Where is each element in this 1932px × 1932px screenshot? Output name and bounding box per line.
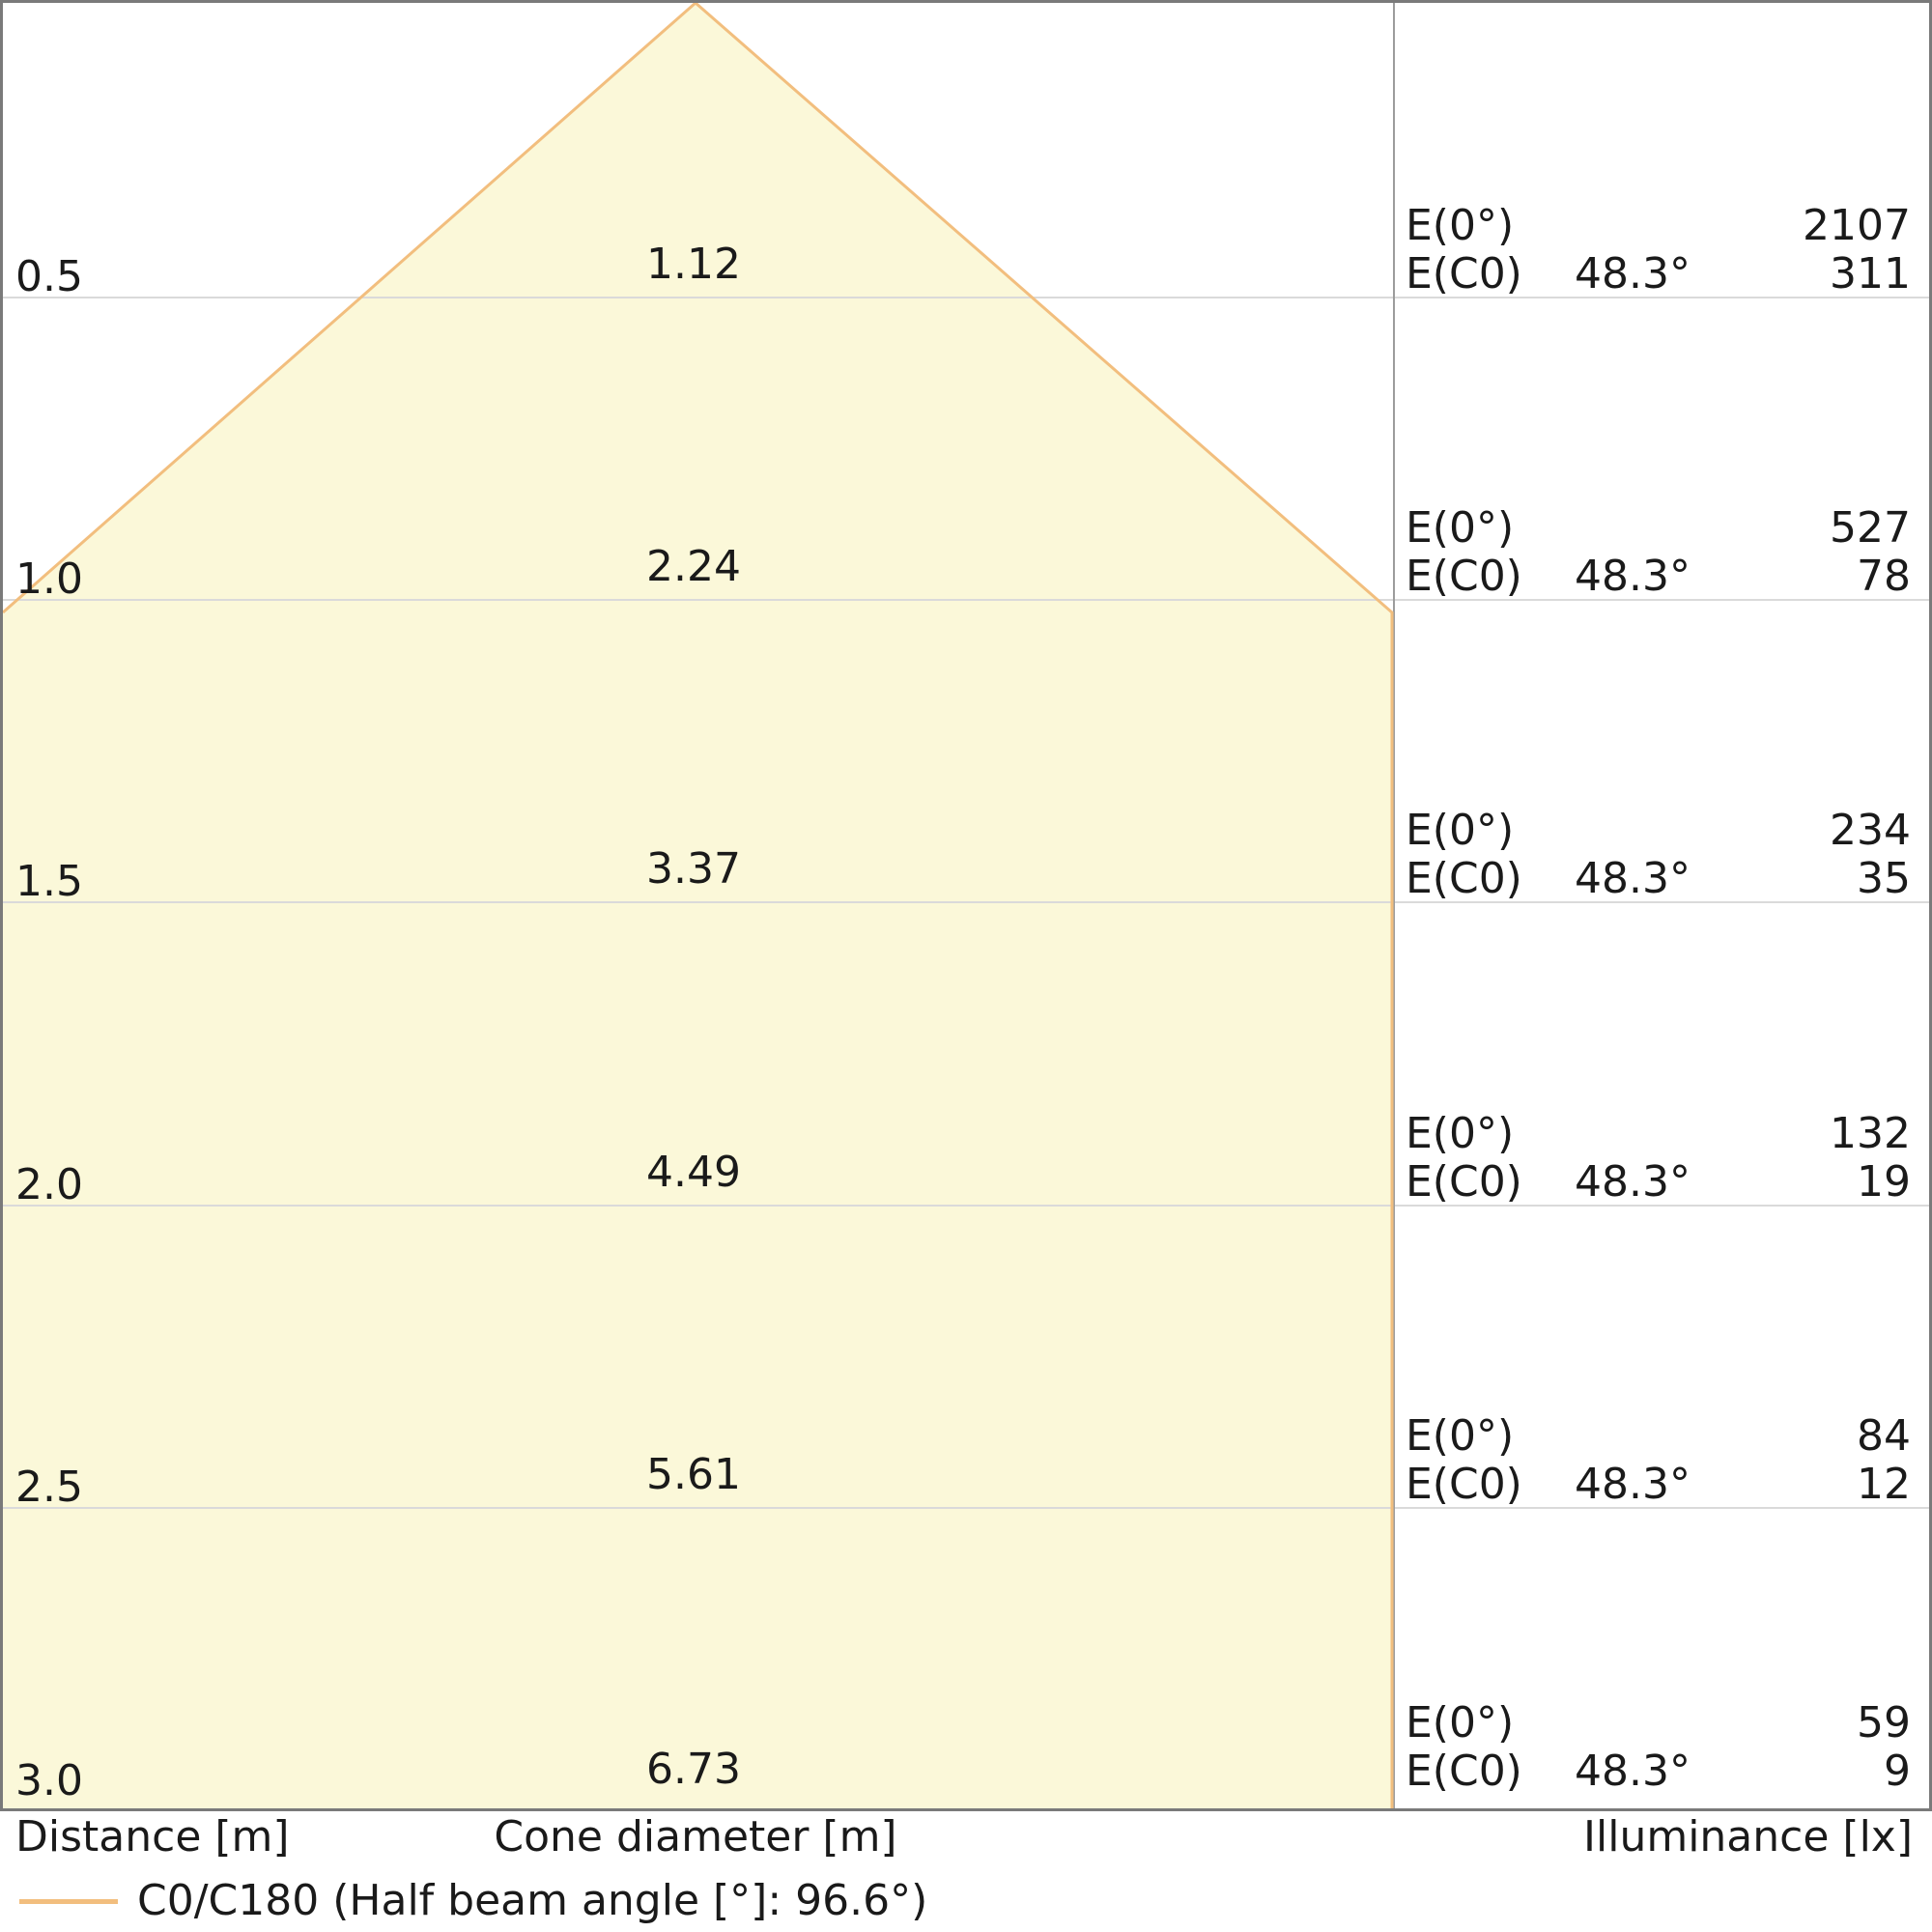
e0-value: 2107 (1803, 201, 1911, 250)
distance-label-3.0: 3.0 (15, 1756, 83, 1805)
illuminance-cell-1.5: E(0°) 234 E(C0) 48.3° 35 (1406, 807, 1911, 903)
e0-label: E(0°) (1406, 503, 1515, 553)
cone-diameter-axis-label: Cone diameter [m] (494, 1812, 897, 1861)
light-cone-fill (3, 3, 1392, 1808)
e0-angle-spacer (1550, 1110, 1715, 1158)
ec0-angle: 48.3° (1575, 854, 1690, 903)
distance-axis-label: Distance [m] (15, 1812, 290, 1861)
ec0-angle: 48.3° (1575, 249, 1690, 298)
ec0-value: 311 (1830, 249, 1911, 298)
cone-diameter-3.0: 6.73 (646, 1745, 741, 1794)
distance-label-2.5: 2.5 (15, 1463, 83, 1512)
ec0-label: E(C0) (1406, 1747, 1522, 1796)
e0-value: 59 (1857, 1698, 1911, 1747)
distance-gridlines (3, 297, 1929, 1509)
cone-diameter-1.5: 3.37 (646, 844, 741, 894)
ec0-value: 78 (1857, 552, 1911, 601)
cone-chart-canvas (3, 3, 1929, 1808)
cone-chart-area (0, 0, 1932, 1811)
ec0-angle: 48.3° (1575, 552, 1690, 601)
distance-label-2.0: 2.0 (15, 1160, 83, 1209)
ec0-angle: 48.3° (1575, 1460, 1690, 1509)
ec0-value: 12 (1857, 1460, 1911, 1509)
legend-line-swatch (19, 1899, 118, 1904)
cone-diameter-1.0: 2.24 (646, 542, 741, 591)
light-cone-outline (3, 3, 1394, 1808)
e0-label: E(0°) (1406, 201, 1515, 250)
ec0-label: E(C0) (1406, 249, 1522, 298)
e0-value: 527 (1830, 503, 1911, 553)
e0-value: 234 (1830, 806, 1911, 855)
distance-label-0.5: 0.5 (15, 252, 83, 301)
e0-angle-spacer (1550, 1412, 1715, 1461)
e0-angle-spacer (1550, 202, 1715, 250)
distance-label-1.5: 1.5 (15, 857, 83, 906)
ec0-angle: 48.3° (1575, 1157, 1690, 1207)
ec0-label: E(C0) (1406, 854, 1522, 903)
e0-label: E(0°) (1406, 1411, 1515, 1461)
ec0-value: 9 (1884, 1747, 1911, 1796)
illuminance-cell-0.5: E(0°) 2107 E(C0) 48.3° 311 (1406, 202, 1911, 298)
cone-diameter-0.5: 1.12 (646, 240, 741, 289)
illuminance-cell-2.0: E(0°) 132 E(C0) 48.3° 19 (1406, 1110, 1911, 1207)
e0-angle-spacer (1550, 807, 1715, 855)
ec0-label: E(C0) (1406, 1460, 1522, 1509)
illuminance-cell-2.5: E(0°) 84 E(C0) 48.3° 12 (1406, 1412, 1911, 1509)
illuminance-cell-3.0: E(0°) 59 E(C0) 48.3° 9 (1406, 1699, 1911, 1796)
illuminance-axis-label: Illuminance [lx] (1583, 1812, 1913, 1861)
illuminance-cell-1.0: E(0°) 527 E(C0) 48.3° 78 (1406, 504, 1911, 601)
cone-diameter-2.0: 4.49 (646, 1148, 741, 1197)
e0-label: E(0°) (1406, 1109, 1515, 1158)
e0-angle-spacer (1550, 504, 1715, 553)
e0-value: 84 (1857, 1411, 1911, 1461)
ec0-value: 19 (1857, 1157, 1911, 1207)
e0-label: E(0°) (1406, 1698, 1515, 1747)
e0-label: E(0°) (1406, 806, 1515, 855)
ec0-label: E(C0) (1406, 1157, 1522, 1207)
ec0-label: E(C0) (1406, 552, 1522, 601)
e0-value: 132 (1830, 1109, 1911, 1158)
cone-diameter-2.5: 5.61 (646, 1450, 741, 1499)
ec0-value: 35 (1857, 854, 1911, 903)
ec0-angle: 48.3° (1575, 1747, 1690, 1796)
legend-label: C0/C180 (Half beam angle [°]: 96.6°) (137, 1876, 928, 1925)
distance-label-1.0: 1.0 (15, 554, 83, 604)
e0-angle-spacer (1550, 1699, 1715, 1747)
